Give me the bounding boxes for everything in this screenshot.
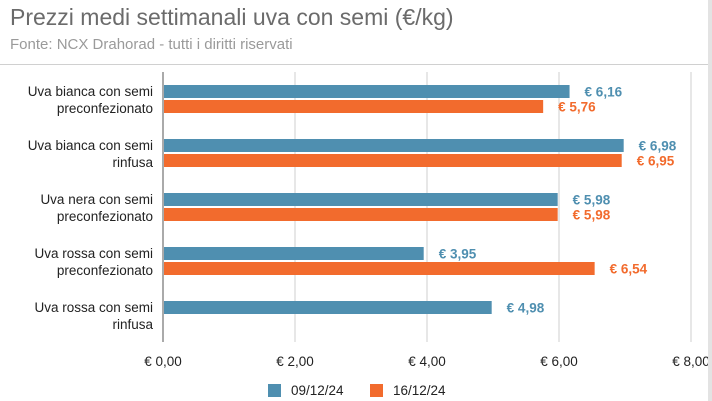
category-label: Uva nera con semi [40,192,153,207]
category-label: Uva bianca con semi [28,138,153,153]
legend-item-series-2: 16/12/24 [370,383,446,398]
legend-label-series-1: 09/12/24 [291,383,344,398]
x-tick-label: € 8,00 [672,354,710,369]
data-label: € 6,95 [637,154,675,169]
data-label: € 6,16 [585,85,623,100]
x-tick-label: € 2,00 [276,354,314,369]
bar-series-2 [164,100,544,113]
chart-subtitle: Fonte: NCX Drahorad - tutti i diritti ri… [10,36,293,53]
data-label: € 6,54 [610,262,648,277]
bar-series-1 [164,85,570,98]
category-label: preconfezionato [57,263,153,278]
data-label: € 4,98 [507,301,545,316]
category-label: Uva rossa con semi [34,246,153,261]
chart-title: Prezzi medi settimanali uva con semi (€/… [10,4,454,30]
data-label: € 5,76 [558,100,596,115]
legend-swatch-series-1 [268,384,281,397]
bar-series-1 [164,247,424,260]
x-tick-label: € 6,00 [540,354,578,369]
legend-swatch-series-2 [370,384,383,397]
bar-series-1 [164,139,624,152]
header-divider [0,64,712,65]
bar-chart: € 0,00 € 2,00 € 4,00 € 6,00 € 8,00 Uva bianca… [28,72,710,369]
x-tick-label: € 0,00 [144,354,182,369]
bar-series-2 [164,154,622,167]
bar-series-2 [164,208,558,221]
data-label: € 6,98 [639,139,677,154]
category-label: rinfusa [112,317,153,332]
legend-label-series-2: 16/12/24 [393,383,446,398]
chart-legend: 09/12/24 16/12/24 [0,383,712,401]
category-label: preconfezionato [57,101,153,116]
category-label: rinfusa [112,155,153,170]
category-label: preconfezionato [57,209,153,224]
category-label: Uva rossa con semi [34,300,153,315]
category-label: Uva bianca con semi [28,84,153,99]
data-label: € 3,95 [439,247,477,262]
bar-series-1 [164,301,492,314]
x-tick-label: € 4,00 [408,354,446,369]
window-edge [708,0,712,401]
bar-series-1 [164,193,558,206]
data-label: € 5,98 [573,208,611,223]
bar-series-2 [164,262,595,275]
legend-item-series-1: 09/12/24 [268,383,344,398]
data-label: € 5,98 [573,193,611,208]
